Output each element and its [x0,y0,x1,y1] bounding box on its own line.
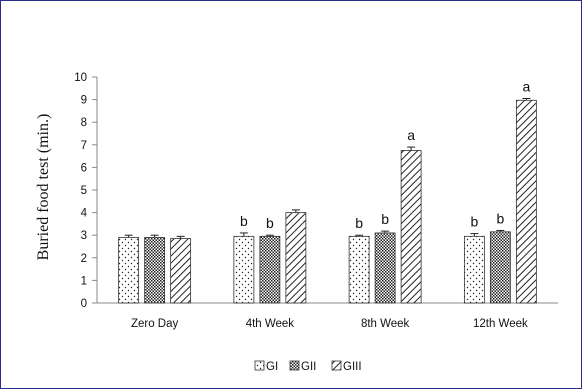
bar-gii [259,235,281,304]
x-category-label: 12th Week [473,318,528,330]
bar-gii [374,232,396,304]
significance-label: b [496,210,504,226]
y-tick-label: 1 [81,275,87,287]
legend-swatch-gi [254,360,265,371]
y-tick-label: 7 [81,140,87,152]
x-category-label: 8th Week [361,318,410,330]
significance-label: b [240,213,248,229]
significance-label: a [522,78,530,94]
y-tick-label: 0 [81,298,87,310]
significance-label: b [381,211,389,227]
legend-swatch-gii [289,360,300,371]
y-tick-label: 9 [81,95,87,107]
legend-label: GI [266,361,278,373]
x-axis: Zero Day 4th Week 8th Week 12th Week [97,302,558,330]
bar-gi [348,235,370,304]
bar-gi [118,237,140,304]
bar-gii [144,237,166,304]
y-tick-label: 6 [81,162,87,174]
legend-label: GIII [343,361,362,373]
y-axis: 0 1 2 3 4 5 6 7 8 9 10 [74,72,98,310]
bar-giii [515,99,537,304]
y-tick-label: 4 [81,208,88,220]
y-tick-label: 8 [81,117,87,129]
bar-gii [489,231,511,304]
significance-label: b [266,215,274,231]
x-category-label: Zero Day [131,318,179,330]
bar-gi [463,235,485,304]
bar-giii [400,150,422,304]
significance-label: b [355,215,363,231]
significance-label: b [470,214,478,230]
legend-label: GII [301,361,316,373]
y-axis-title: Buried food test (min.) [35,114,52,261]
legend-swatch-giii [331,360,342,371]
bars: b b b b b b a a [118,78,537,304]
bar-giii [170,238,192,304]
y-tick-label: 5 [81,185,87,197]
bar-gi [233,235,255,304]
y-tick-label: 3 [81,230,87,242]
legend: GI GII GIII [254,360,362,373]
x-category-label: 4th Week [246,318,295,330]
y-tick-label: 2 [81,253,87,265]
y-tick-label: 10 [74,72,87,84]
bar-giii [285,212,307,304]
significance-label: a [407,127,415,143]
